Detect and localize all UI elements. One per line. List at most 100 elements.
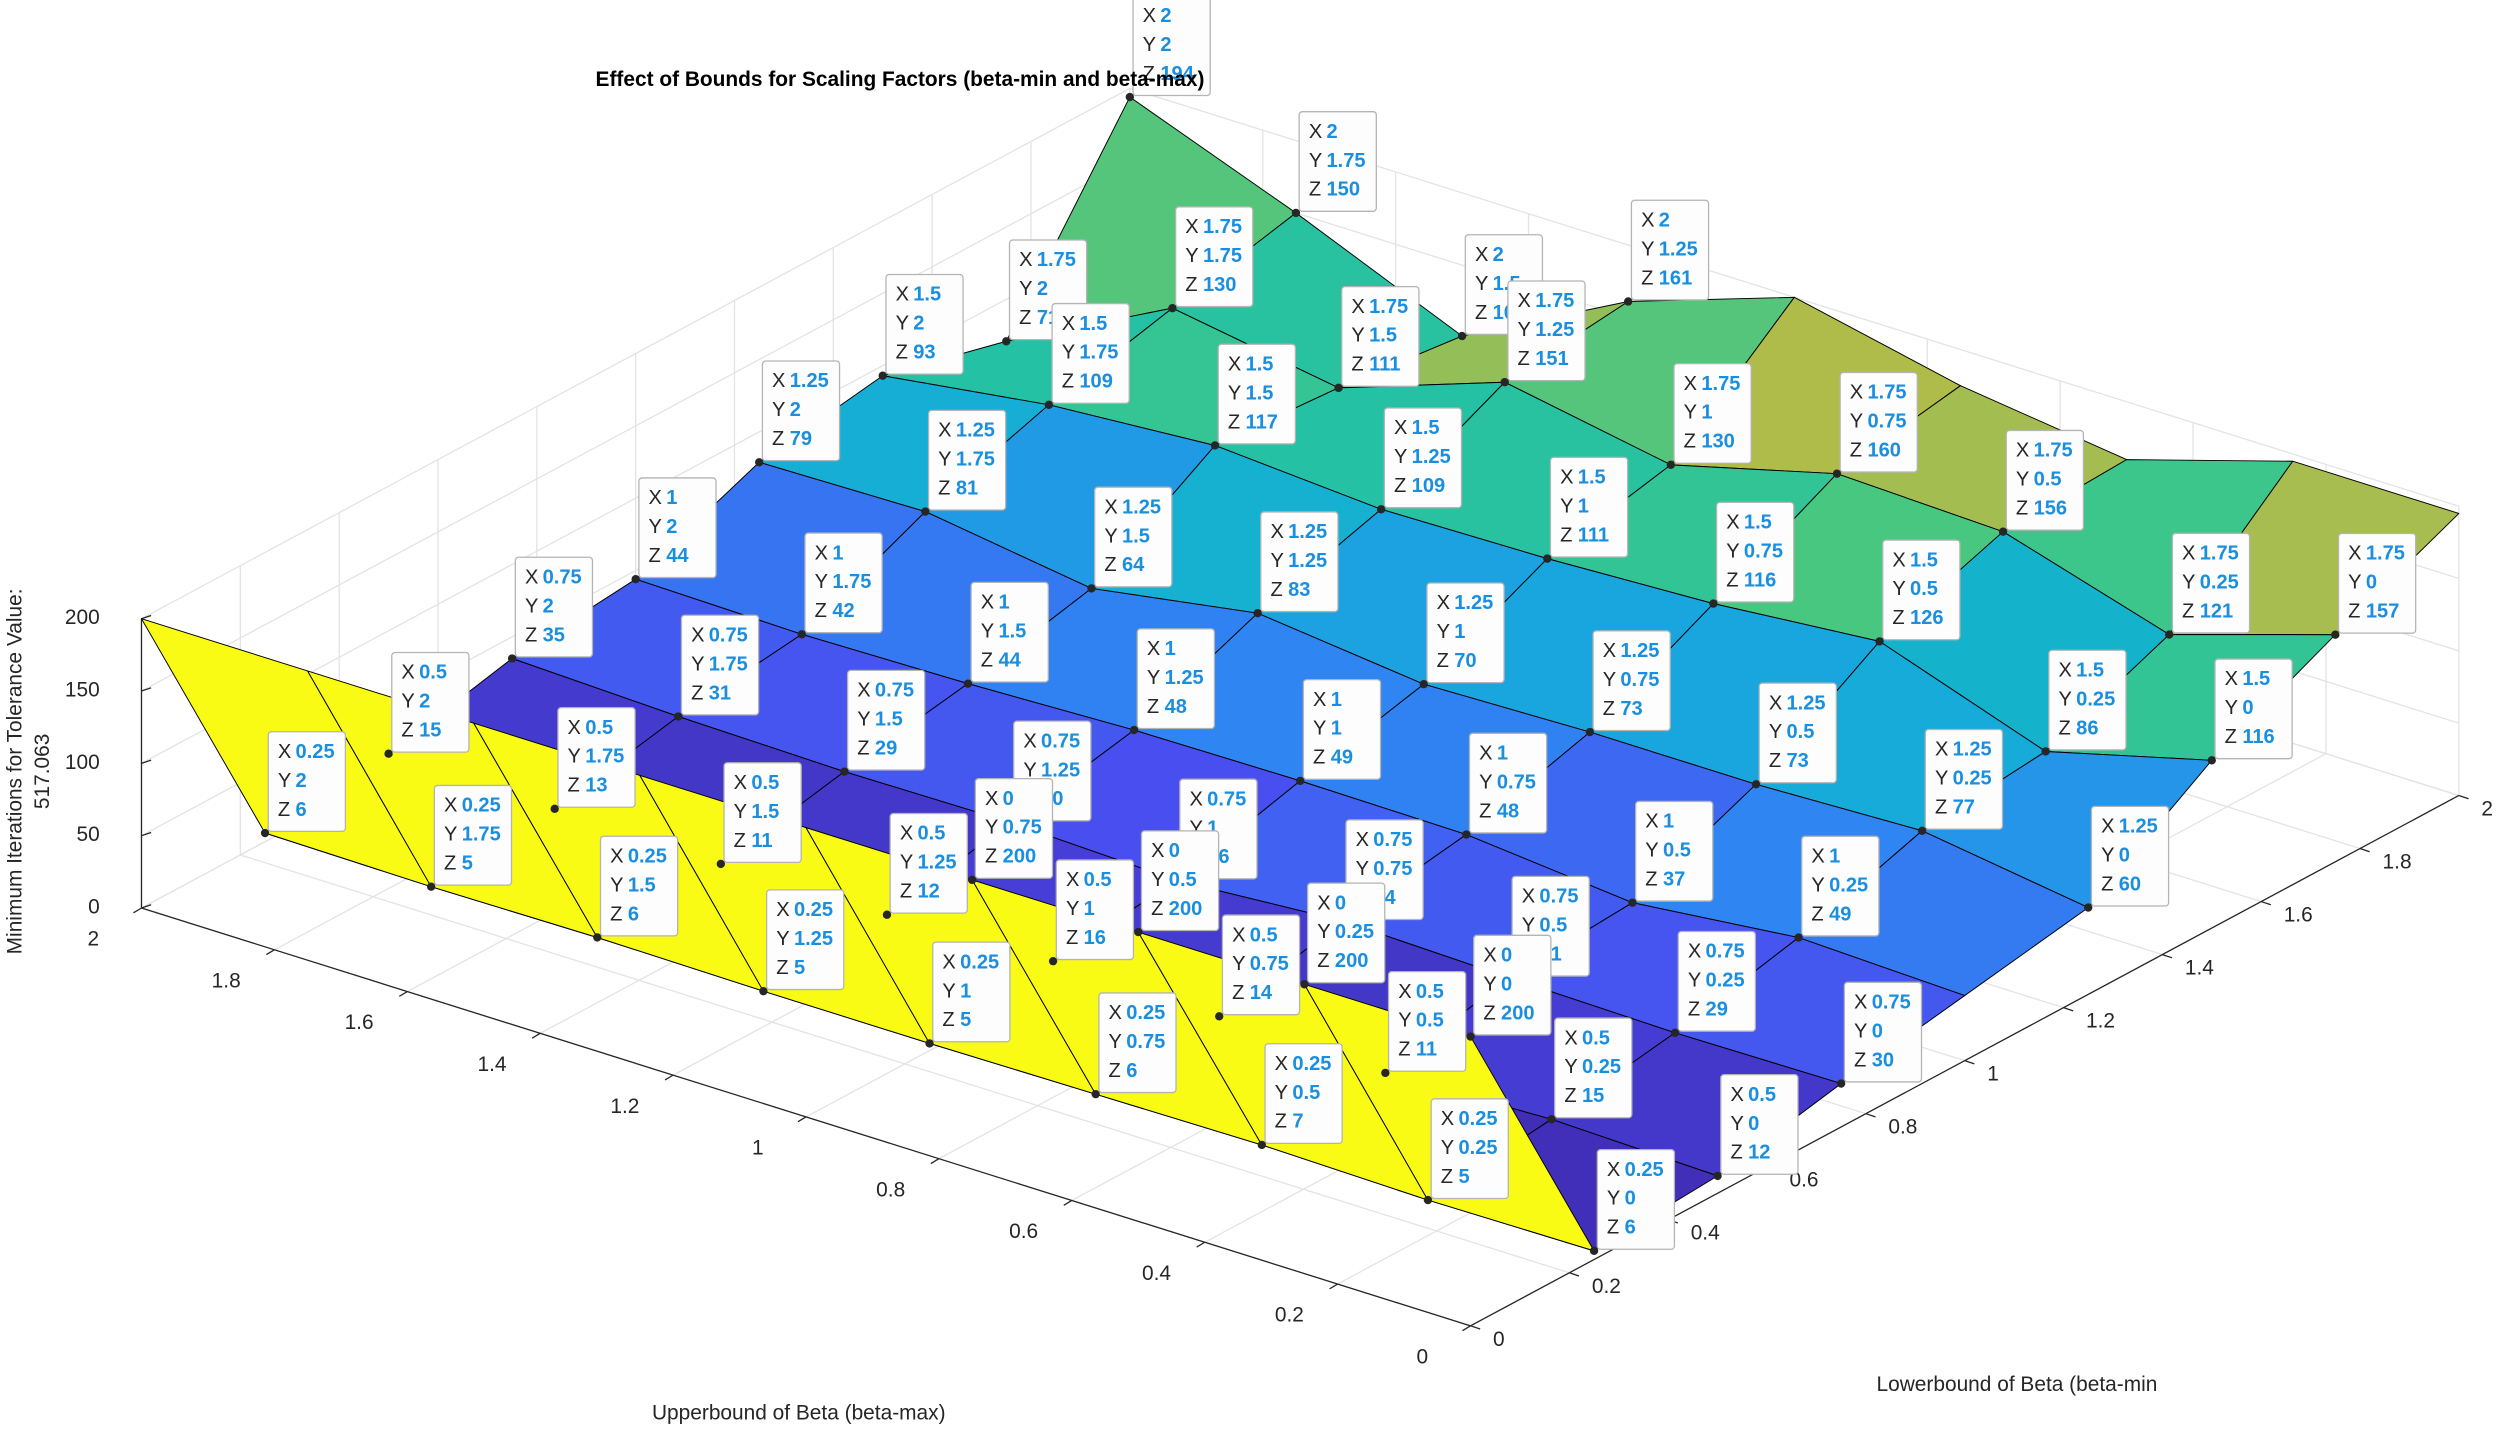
datatip-marker xyxy=(1998,527,2008,536)
datatip-key: X xyxy=(278,741,291,763)
datatip-key: Z xyxy=(2225,726,2237,748)
datatip-value: 5 xyxy=(462,852,473,874)
datatip-box xyxy=(1132,0,1211,97)
datatip-marker xyxy=(759,986,768,996)
datatip-value: 1.25 xyxy=(1454,592,1493,614)
datatip-value: 0 xyxy=(1625,1188,1636,1210)
datatip-value: 31 xyxy=(709,682,731,704)
datatip-key: X xyxy=(1275,1053,1288,1075)
datatip-box xyxy=(433,784,513,886)
datatip-value: 2 xyxy=(1160,5,1171,27)
datatip: X 2Y 2Z 194 xyxy=(1125,0,1211,102)
datatip-value: 1.5 xyxy=(2076,659,2104,681)
datatip-box xyxy=(1473,934,1552,1036)
datatip-marker xyxy=(1210,441,1220,450)
datatip-key: Z xyxy=(2101,873,2113,895)
datatip-value: 1.75 xyxy=(2366,543,2405,565)
datatip: X 1.75Y 0.75Z 160 xyxy=(1832,371,1918,478)
datatip-box xyxy=(514,556,594,658)
datatip-key: Y xyxy=(2016,469,2029,491)
datatip-value: 1.25 xyxy=(1288,521,1327,543)
datatip-marker xyxy=(1670,1028,1680,1037)
datatip: X 0.25Y 0Z 6 xyxy=(1589,1148,1676,1256)
datatip-key: X xyxy=(1270,521,1283,543)
datatip-value: 1.75 xyxy=(2034,440,2073,462)
tick-mark xyxy=(1063,1199,1073,1206)
datatip-value: 1.5 xyxy=(1246,353,1274,375)
datatip-value: 1.5 xyxy=(2242,668,2270,690)
datatip-marker xyxy=(1129,725,1139,735)
datatip-box xyxy=(1387,970,1467,1072)
datatip-key: Y xyxy=(1726,540,1739,562)
datatip-key: Z xyxy=(1560,524,1572,546)
datatip-key: X xyxy=(610,845,623,867)
datatip-key: Y xyxy=(1730,1113,1743,1135)
datatip-marker xyxy=(967,875,977,885)
datatip-box xyxy=(1430,1098,1509,1200)
datatip-marker xyxy=(2165,630,2174,639)
datatip-value: 15 xyxy=(419,720,441,742)
datatip-key: X xyxy=(1232,924,1245,946)
datatip-key: X xyxy=(1811,846,1824,868)
datatip: X 1Y 2Z 44 xyxy=(631,477,717,584)
y-tick-label: 0.4 xyxy=(1142,1262,1171,1285)
datatip-value: 73 xyxy=(1620,698,1642,720)
datatip-value: 1.25 xyxy=(1787,692,1826,714)
datatip-box xyxy=(1801,835,1880,937)
datatip-value: 109 xyxy=(1079,371,1112,393)
datatip-key: Y xyxy=(896,313,909,335)
datatip: X 1.75Y 1.5 Z 111 xyxy=(1334,285,1420,393)
datatip-box xyxy=(846,669,926,771)
datatip-key: Z xyxy=(1935,797,1947,819)
datatip-value: 1.75 xyxy=(1369,296,1408,318)
datatip-value: 2 xyxy=(419,691,430,713)
datatip-marker xyxy=(260,828,270,838)
datatip-key: Z xyxy=(1270,579,1282,601)
datatip-key: X xyxy=(2016,440,2029,462)
datatip-marker xyxy=(1709,599,1718,608)
datatip-marker xyxy=(2084,903,2093,912)
datatip-marker xyxy=(1125,92,1135,102)
datatip-key: Z xyxy=(896,342,908,364)
datatip-value: 44 xyxy=(998,649,1021,671)
datatip-key: Z xyxy=(1437,650,1449,672)
datatip-key: X xyxy=(1479,742,1492,764)
datatip-value: 6 xyxy=(296,799,307,821)
datatip-value: 6 xyxy=(1625,1217,1636,1239)
datatip-marker xyxy=(1048,957,1058,966)
datatip-value: 0.5 xyxy=(1292,1082,1320,1104)
datatip-key: Y xyxy=(1023,759,1036,781)
datatip-key: X xyxy=(1564,1027,1577,1049)
datatip: X 1.25Y 2Z 79 xyxy=(755,360,841,467)
tick-mark xyxy=(1329,1283,1338,1290)
datatip-key: X xyxy=(1607,1159,1620,1181)
datatip-value: 1 xyxy=(1497,742,1508,764)
tick-mark xyxy=(1470,1325,1481,1330)
z-tick-label: 200 xyxy=(65,606,100,629)
x-tick-label: 1.8 xyxy=(2383,851,2412,874)
datatip-box xyxy=(1677,930,1757,1032)
datatip-marker xyxy=(840,767,849,776)
datatip: X 0.5Y 0.25 Z 15 xyxy=(1547,1017,1633,1124)
datatip-box xyxy=(1217,343,1296,445)
y-tick-label: 1.6 xyxy=(345,1011,374,1034)
datatip-value: 0.5 xyxy=(1416,981,1444,1003)
datatip-value: 126 xyxy=(1910,607,1944,629)
datatip-key: X xyxy=(2182,542,2195,564)
datatip-value: 48 xyxy=(1165,696,1187,718)
datatip-box xyxy=(1140,830,1220,932)
datatip-value: 1.25 xyxy=(917,852,956,874)
datatip-key: Z xyxy=(1518,348,1530,370)
datatip-value: 64 xyxy=(1122,554,1145,576)
tick-mark xyxy=(141,687,152,692)
y-tick-label: 2 xyxy=(87,928,99,951)
datatip-value: 1 xyxy=(1578,495,1589,517)
datatip: X 1.25Y 1.75 Z 81 xyxy=(921,409,1007,516)
datatip-box xyxy=(1264,1043,1343,1144)
datatip: X 0.25Y 0.25Z 5 xyxy=(1423,1098,1509,1205)
datatip-key: Z xyxy=(1811,903,1823,925)
datatip: X 1.25Y 1.25 Z 83 xyxy=(1253,511,1339,618)
z-axis-label: Minimum Iterations for Tolerance Value: … xyxy=(4,588,54,954)
z-axis-label-line: 517.063 xyxy=(31,734,54,809)
